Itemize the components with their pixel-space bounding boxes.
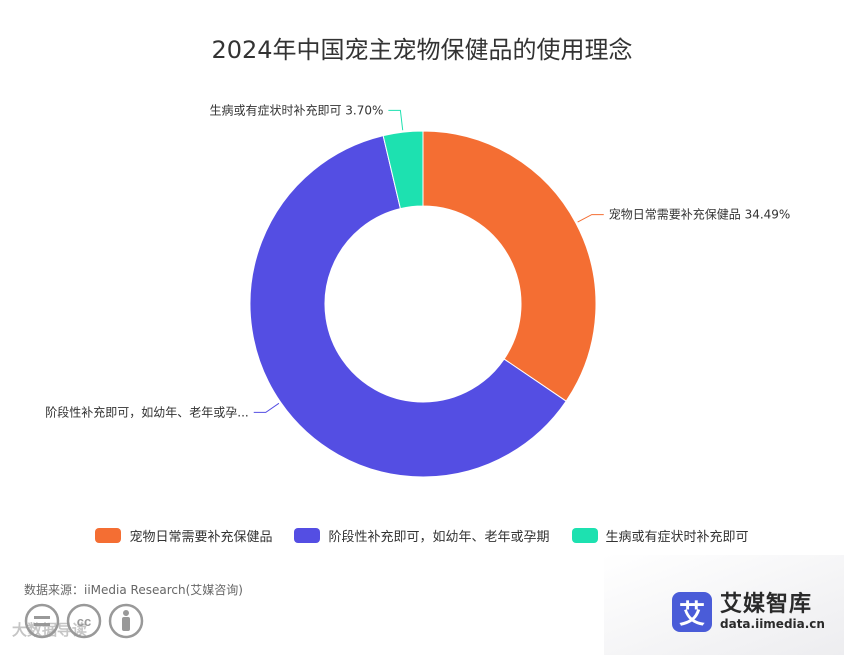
legend-swatch (294, 528, 321, 543)
brand-name: 艾媒智库 (720, 592, 813, 618)
donut-slice[interactable] (382, 130, 424, 210)
callout-line (577, 214, 604, 223)
brand-text: 艾媒智库 data.iimedia.cn (720, 592, 825, 631)
donut-slice[interactable] (249, 135, 567, 478)
legend-swatch (571, 528, 598, 543)
donut-slice[interactable] (422, 130, 597, 402)
brand-background (604, 555, 844, 655)
brand-url: data.iimedia.cn (720, 616, 825, 631)
license-icons: cc (24, 603, 144, 639)
legend-label: 生病或有症状时补充即可 (605, 530, 749, 545)
callouts-group: 宠物日常需要补充保健品 34.49% 阶段性补充即可，如幼年、老年或孕... 生病或… (45, 102, 790, 419)
brand: 艾 艾媒智库 data.iimedia.cn (672, 592, 825, 632)
legend-label: 阶段性补充即可，如幼年、老年或孕期 (328, 530, 550, 545)
legend-swatch (95, 528, 122, 543)
callout-line (388, 109, 404, 131)
legend: 宠物日常需要补充保健品 阶段性补充即可，如幼年、老年或孕期 生病或有症状时补充即… (0, 526, 844, 545)
callout-line (253, 402, 280, 413)
data-source: 数据来源：iiMedia Research(艾媒咨询) (24, 583, 243, 597)
legend-item[interactable]: 生病或有症状时补充即可 (571, 526, 749, 545)
data-label: 阶段性补充即可，如幼年、老年或孕... (45, 404, 248, 419)
watermark: 大数据导读 (12, 621, 88, 639)
data-label: 生病或有症状时补充即可 3.70% (209, 102, 383, 117)
legend-item[interactable]: 阶段性补充即可，如幼年、老年或孕期 (294, 526, 550, 545)
person-icon (108, 603, 144, 639)
brand-logo: 艾 (672, 592, 712, 632)
equals-icon (24, 603, 60, 639)
svg-text:cc: cc (77, 614, 91, 629)
legend-label: 宠物日常需要补充保健品 (129, 530, 273, 545)
slices-group (249, 130, 597, 478)
legend-item[interactable]: 宠物日常需要补充保健品 (95, 526, 272, 545)
cc-icon: cc (66, 603, 102, 639)
data-label: 宠物日常需要补充保健品 34.49% (609, 207, 791, 222)
chart-title: 2024年中国宠主宠物保健品的使用理念 (211, 36, 633, 64)
